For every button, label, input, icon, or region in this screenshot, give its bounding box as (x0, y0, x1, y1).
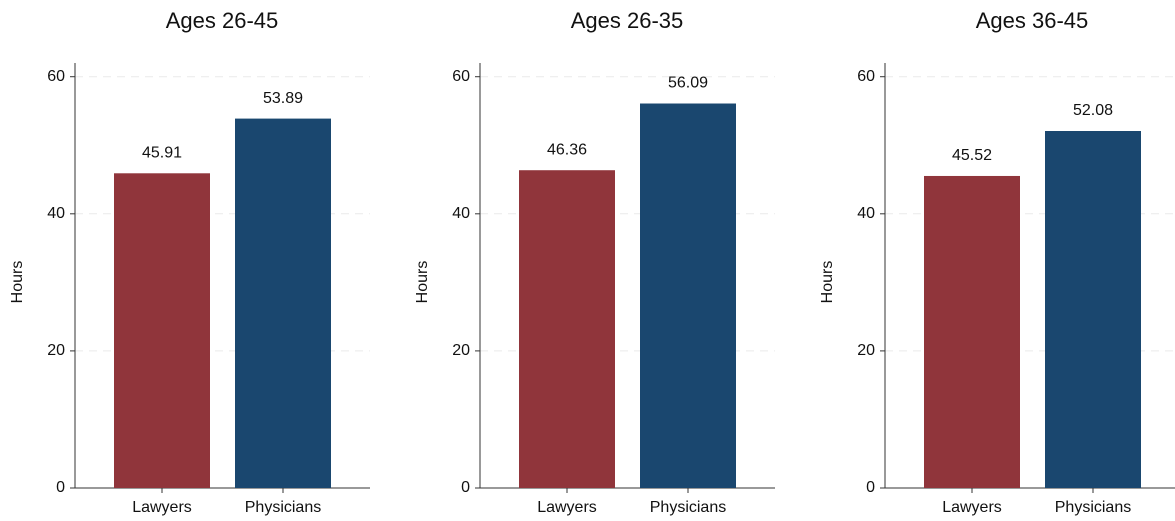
value-label: 46.36 (547, 141, 587, 158)
panel-title: Ages 36-45 (976, 8, 1089, 33)
y-tick-label: 40 (47, 205, 65, 222)
y-tick-label: 40 (452, 205, 470, 222)
bar (235, 118, 331, 488)
value-label: 56.09 (668, 75, 708, 92)
panel-title: Ages 26-35 (571, 8, 684, 33)
value-label: 45.91 (142, 145, 182, 162)
value-label: 45.52 (952, 147, 992, 164)
value-label: 52.08 (1073, 102, 1113, 119)
y-tick-label: 20 (857, 342, 875, 359)
x-tick-label: Physicians (1055, 499, 1131, 516)
bar (924, 175, 1020, 488)
y-tick-label: 0 (461, 479, 470, 496)
panel-title: Ages 26-45 (166, 8, 279, 33)
y-tick-label: 20 (452, 342, 470, 359)
y-tick-label: 0 (56, 479, 65, 496)
bar (114, 173, 210, 488)
bar (1045, 131, 1141, 488)
bar (640, 103, 736, 489)
x-tick-label: Physicians (650, 499, 726, 516)
x-tick-label: Lawyers (537, 499, 597, 516)
value-label: 53.89 (263, 90, 303, 107)
y-axis-label: Hours (819, 261, 836, 304)
bar (519, 170, 615, 489)
x-tick-label: Lawyers (942, 499, 1002, 516)
y-tick-label: 60 (452, 68, 470, 85)
y-tick-label: 40 (857, 205, 875, 222)
y-tick-label: 60 (857, 68, 875, 85)
y-tick-label: 60 (47, 68, 65, 85)
y-tick-label: 20 (47, 342, 65, 359)
y-axis-label: Hours (9, 261, 26, 304)
x-tick-label: Physicians (245, 499, 321, 516)
y-tick-label: 0 (866, 479, 875, 496)
y-axis-label: Hours (414, 261, 431, 304)
x-tick-label: Lawyers (132, 499, 192, 516)
